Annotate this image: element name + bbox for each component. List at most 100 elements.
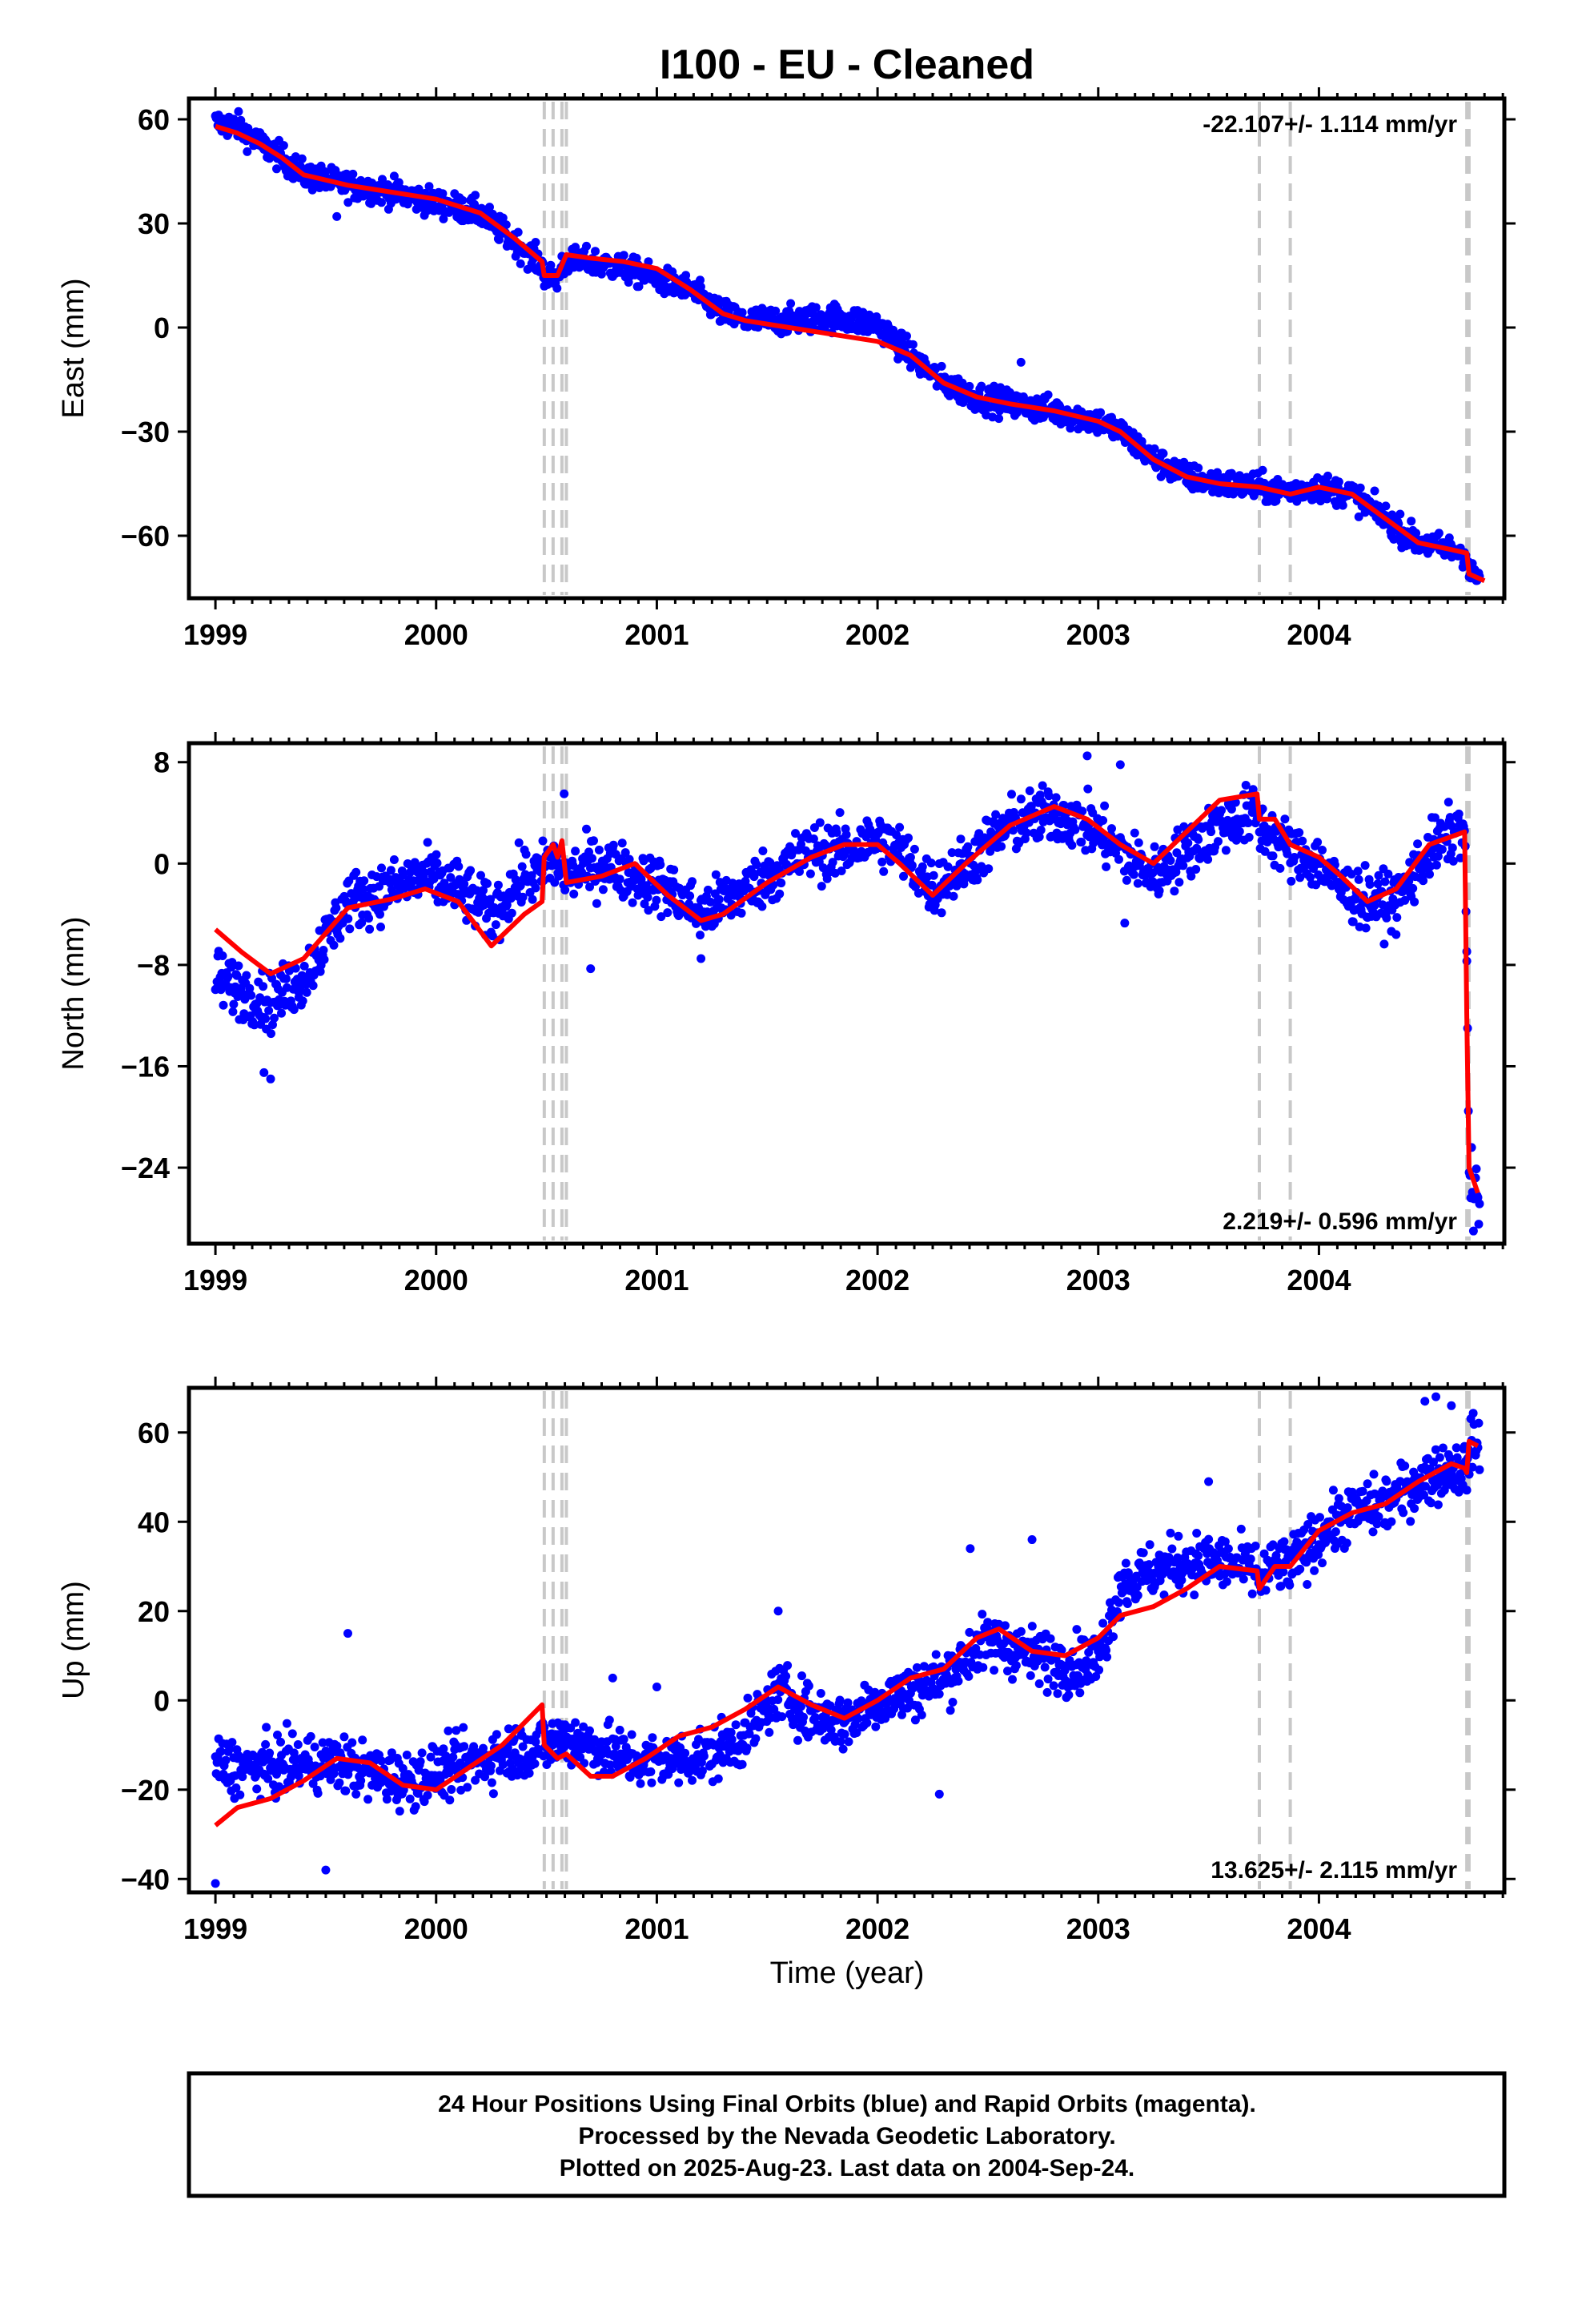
data-point	[1475, 1199, 1484, 1208]
axes-frame	[187, 96, 1507, 601]
data-point	[488, 1789, 498, 1799]
y-tick-label: −8	[137, 949, 170, 982]
data-point	[777, 879, 786, 888]
data-point	[1049, 1681, 1058, 1691]
data-point	[1318, 1558, 1327, 1568]
data-point	[439, 214, 448, 223]
data-point	[1172, 848, 1182, 858]
data-point	[791, 829, 800, 838]
data-point	[990, 1666, 999, 1675]
data-point	[1173, 1553, 1182, 1562]
model-line	[215, 123, 1486, 584]
data-point	[1102, 1652, 1112, 1662]
data-point	[765, 858, 775, 867]
data-point	[377, 863, 386, 873]
data-point	[685, 891, 695, 901]
data-point	[339, 1732, 349, 1742]
data-point	[411, 1802, 420, 1811]
data-point	[319, 955, 329, 964]
data-point	[620, 848, 630, 858]
data-point	[973, 875, 982, 885]
data-point	[515, 1754, 524, 1763]
data-point	[954, 1676, 963, 1686]
data-point	[341, 1786, 351, 1795]
y-tick-label: −24	[121, 1152, 170, 1184]
data-point	[1221, 846, 1231, 855]
data-point	[335, 934, 345, 943]
data-point	[1145, 1540, 1154, 1550]
data-point	[1166, 1528, 1175, 1538]
data-point	[1022, 828, 1031, 838]
data-point	[1382, 913, 1391, 923]
data-point	[293, 1740, 303, 1749]
data-point	[332, 1741, 342, 1751]
x-tick-label: 2000	[404, 1264, 468, 1297]
data-point	[809, 834, 818, 843]
data-point	[504, 1724, 513, 1734]
data-point	[1295, 873, 1305, 883]
data-point	[964, 1671, 974, 1681]
data-point	[531, 883, 540, 893]
x-tick-label: 1999	[183, 618, 247, 651]
data-point	[1454, 809, 1464, 818]
x-tick-label: 2004	[1287, 618, 1351, 651]
data-point	[1248, 785, 1258, 794]
data-point	[513, 227, 523, 237]
data-point	[1348, 917, 1358, 927]
data-point	[1373, 879, 1383, 889]
data-point	[221, 1755, 231, 1765]
data-point	[991, 810, 1001, 819]
data-point	[308, 981, 318, 991]
data-point	[699, 1751, 709, 1761]
data-point	[382, 1795, 391, 1804]
data-point	[737, 1759, 747, 1769]
data-point	[840, 1730, 849, 1739]
data-point	[1408, 883, 1418, 893]
data-point	[329, 940, 339, 950]
data-point-outlier	[697, 954, 706, 963]
data-point	[696, 275, 705, 285]
data-point	[895, 822, 905, 832]
y-tick-label: −30	[121, 416, 170, 448]
data-point	[786, 299, 796, 308]
data-point	[1241, 781, 1251, 790]
y-tick-label: −60	[121, 520, 170, 553]
data-point	[267, 1029, 275, 1039]
data-point	[234, 961, 243, 971]
data-point	[1133, 879, 1142, 888]
data-point	[579, 1722, 588, 1731]
data-point	[905, 853, 915, 862]
data-point	[236, 115, 246, 125]
data-point	[832, 828, 841, 837]
data-point	[1425, 870, 1434, 879]
data-point	[343, 198, 353, 207]
data-point	[1437, 845, 1447, 854]
data-point	[289, 1005, 299, 1015]
data-point	[585, 883, 594, 891]
data-point	[1261, 1586, 1271, 1595]
data-point	[1247, 1589, 1257, 1598]
axes-frame	[187, 741, 1507, 1246]
data-point	[1009, 826, 1018, 835]
data-point	[917, 1711, 926, 1719]
data-point	[320, 167, 330, 177]
data-point	[949, 891, 958, 901]
data-point	[238, 1772, 247, 1782]
data-point	[432, 850, 441, 859]
data-point	[1370, 486, 1379, 496]
data-point	[797, 1671, 806, 1681]
data-point	[507, 908, 516, 918]
data-point	[781, 1671, 791, 1681]
data-point	[843, 1698, 853, 1707]
data-point	[656, 912, 666, 922]
data-point	[375, 910, 384, 919]
data-point	[1083, 784, 1093, 794]
data-point	[1313, 838, 1323, 847]
data-point	[302, 987, 311, 997]
data-point	[377, 1756, 386, 1766]
data-point	[227, 1738, 237, 1747]
data-point	[483, 879, 492, 888]
data-point	[245, 983, 255, 993]
data-point	[644, 906, 653, 915]
rate-annotation: 2.219+/- 0.596 mm/yr	[1223, 1208, 1457, 1235]
